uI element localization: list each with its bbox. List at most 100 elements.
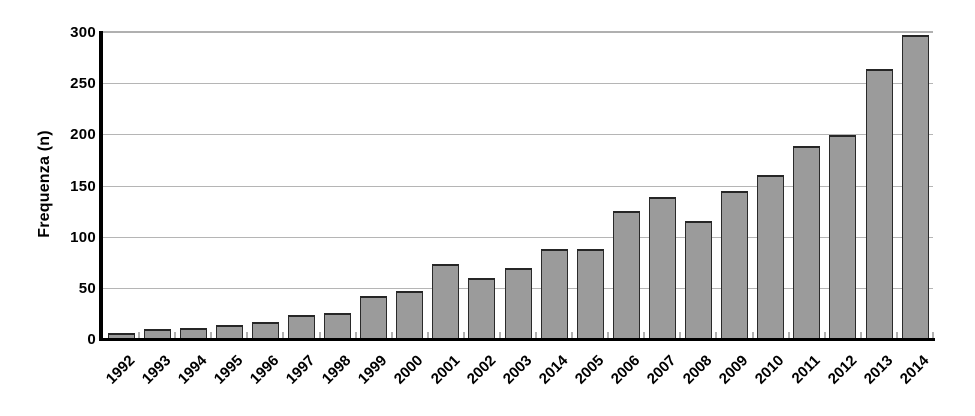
- x-minor-tick-18: [751, 332, 754, 340]
- bar-cell-4: 1996: [247, 33, 283, 388]
- x-minor-tick-6: [318, 332, 321, 340]
- x-tick-label-20: 2012: [824, 352, 860, 388]
- x-tick-label-17: 2009: [716, 352, 752, 388]
- bar-2007-15: [648, 196, 676, 340]
- x-minor-tick-12: [535, 332, 538, 340]
- x-tick-label-10: 2002: [463, 352, 500, 388]
- bar-cell-6: 1998: [319, 33, 356, 388]
- x-tick-label-9: 2001: [427, 352, 463, 388]
- bar-1992-0: [107, 332, 135, 340]
- bar-2014-12: [540, 248, 568, 340]
- y-axis-line: [99, 31, 103, 341]
- bar-2011-19: [793, 145, 821, 340]
- bar-cell-1: 1993: [139, 33, 175, 388]
- x-tick-label-21: 2013: [860, 352, 897, 388]
- x-minor-tick-13: [571, 332, 574, 340]
- plot-area: 1992 1993 1994 1995 1996 1997 1998 1999 2000 2001…: [102, 31, 934, 388]
- y-tick-label-300: 300: [70, 24, 96, 41]
- bar-cell-22: 2014: [897, 33, 933, 388]
- x-tick-label-5: 1997: [282, 352, 319, 388]
- y-tick-label-0: 0: [87, 331, 96, 348]
- bar-2014-22: [901, 35, 929, 340]
- x-tick-label-18: 2010: [752, 352, 788, 388]
- y-tick-label-200: 200: [70, 126, 96, 144]
- x-minor-tick-11: [498, 332, 501, 340]
- bar-cell-9: 2001: [427, 33, 464, 388]
- bars-row: 1992 1993 1994 1995 1996 1997 1998 1999 2000 2001…: [102, 33, 933, 388]
- gridline-250: [103, 83, 933, 85]
- x-tick-label-19: 2011: [788, 352, 824, 388]
- x-tick-label-0: 1992: [102, 352, 139, 388]
- x-minor-tick-5: [282, 332, 285, 340]
- bar-2008-16: [685, 221, 713, 340]
- bar-1994-2: [179, 327, 207, 340]
- bar-2012-20: [829, 135, 857, 340]
- bar-2001-9: [432, 264, 460, 340]
- gridline-200: [103, 134, 933, 136]
- x-tick-label-16: 2008: [679, 352, 716, 388]
- bar-cell-10: 2002: [463, 33, 500, 388]
- bar-cell-7: 1999: [355, 33, 392, 388]
- bar-cell-2: 1994: [175, 33, 211, 388]
- bar-cell-11: 2003: [499, 33, 536, 388]
- bar-2009-17: [721, 190, 749, 340]
- x-minor-tick-3: [210, 332, 213, 340]
- x-minor-tick-8: [390, 332, 393, 340]
- x-tick-label-6: 1998: [319, 352, 355, 388]
- bar-cell-0: 1992: [102, 33, 139, 388]
- bar-2006-14: [612, 211, 640, 340]
- x-tick-label-7: 1999: [355, 352, 391, 388]
- bar-cell-5: 1997: [283, 33, 319, 388]
- x-minor-tick-2: [174, 332, 177, 340]
- x-minor-tick-9: [426, 332, 429, 340]
- bar-cell-15: 2007: [644, 33, 680, 388]
- x-tick-label-14: 2006: [607, 352, 644, 388]
- bar-cell-18: 2010: [752, 33, 789, 388]
- bar-cell-8: 2000: [391, 33, 428, 388]
- bar-cell-14: 2006: [608, 33, 644, 388]
- y-tick-label-50: 50: [78, 279, 96, 297]
- x-minor-tick-4: [246, 332, 249, 340]
- x-minor-tick-7: [354, 332, 357, 340]
- x-tick-label-3: 1995: [210, 352, 247, 388]
- bar-2000-8: [396, 290, 424, 340]
- bar-cell-21: 2013: [860, 33, 897, 388]
- y-tick-label-100: 100: [70, 228, 96, 246]
- x-minor-tick-20: [823, 332, 826, 340]
- x-tick-label-8: 2000: [391, 352, 427, 388]
- x-tick-label-11: 2003: [499, 352, 536, 388]
- x-minor-tick-23: [932, 332, 934, 340]
- x-minor-tick-19: [787, 332, 790, 340]
- x-minor-tick-16: [679, 332, 682, 340]
- x-tick-label-12: 2014: [535, 352, 572, 388]
- x-minor-tick-17: [715, 332, 718, 340]
- bar-cell-17: 2009: [716, 33, 753, 388]
- bar-1997-5: [288, 315, 316, 340]
- x-minor-tick-15: [643, 332, 646, 340]
- bar-1993-1: [143, 328, 171, 340]
- bar-2003-11: [504, 268, 532, 340]
- bar-cell-12: 2014: [536, 33, 572, 388]
- x-tick-label-15: 2007: [643, 352, 680, 388]
- x-minor-tick-22: [895, 332, 898, 340]
- gridline-150: [103, 185, 933, 187]
- bar-2013-21: [865, 68, 893, 340]
- x-tick-label-4: 1996: [246, 352, 283, 388]
- bar-cell-13: 2005: [572, 33, 608, 388]
- x-axis-line: [99, 338, 935, 341]
- x-minor-tick-21: [859, 332, 862, 340]
- x-tick-label-13: 2005: [571, 352, 608, 388]
- x-minor-tick-10: [462, 332, 465, 340]
- bar-1998-6: [324, 313, 352, 340]
- bar-cell-16: 2008: [680, 33, 717, 388]
- bar-cell-19: 2011: [789, 33, 825, 387]
- bar-cell-20: 2012: [824, 33, 861, 388]
- x-tick-label-22: 2014: [896, 352, 933, 388]
- bar-1995-3: [215, 324, 243, 340]
- bar-2005-13: [576, 248, 604, 340]
- y-tick-label-250: 250: [70, 75, 96, 93]
- gridline-100: [103, 236, 933, 238]
- bar-2002-10: [468, 277, 496, 340]
- bar-1999-7: [360, 296, 388, 340]
